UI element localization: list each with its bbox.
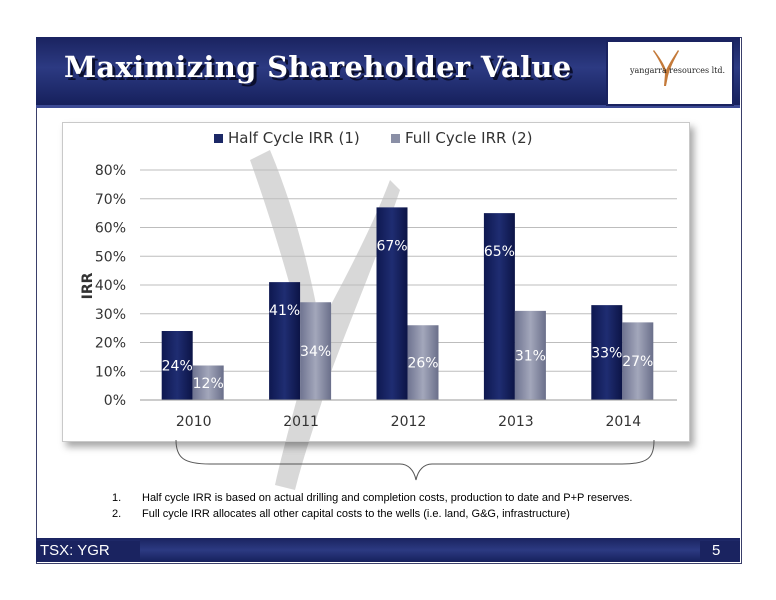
legend-swatch-full-cycle [391,134,400,143]
x-tick-label: 2011 [283,414,319,430]
chart-brace [175,439,655,481]
y-tick-label: 20% [95,336,126,352]
y-tick-label: 70% [95,192,126,208]
full-cycle-data-label: 26% [407,356,438,372]
y-tick-label: 10% [95,364,126,380]
full-cycle-bar [300,302,332,400]
x-tick-label: 2013 [498,414,534,430]
y-tick-label: 40% [95,278,126,294]
y-axis-label: IRR [80,272,96,299]
footnote-text: Full cycle IRR allocates all other capit… [142,508,570,520]
half-cycle-data-label: 41% [269,303,300,319]
slide-title: Maximizing Shareholder Value [64,50,572,84]
half-cycle-bar [161,331,193,400]
footnote-text: Half cycle IRR is based on actual drilli… [142,492,633,504]
half-cycle-data-label: 24% [162,359,193,375]
chart-frame [62,122,690,442]
footnotes: 1. Half cycle IRR is based on actual dril… [112,492,632,524]
ticker-label: TSX: YGR [40,542,110,559]
full-cycle-data-label: 31% [515,348,546,364]
footnote-1: 1. Half cycle IRR is based on actual dril… [112,492,632,504]
logo-y-mark-icon [653,50,679,86]
full-cycle-data-label: 34% [300,344,331,360]
half-cycle-bar [483,213,515,400]
footer-bar [36,538,740,562]
legend-label-full-cycle: Full Cycle IRR (2) [405,129,532,147]
slide-title-shadow: Maximizing Shareholder Value [67,53,575,87]
y-tick-label: 60% [95,221,126,237]
footer-label-panel [36,541,140,562]
footnote-number: 2. [112,508,122,520]
footnote-2: 2. Full cycle IRR allocates all other cap… [112,508,632,520]
full-cycle-data-label: 12% [193,376,224,392]
half-cycle-data-label: 33% [591,346,622,362]
legend-label-half-cycle: Half Cycle IRR (1) [228,129,360,147]
full-cycle-data-label: 27% [622,354,653,370]
footnote-number: 1. [112,492,122,504]
logo-panel [606,40,734,106]
half-cycle-bar [376,207,408,400]
half-cycle-bar [591,305,623,400]
half-cycle-data-label: 67% [376,238,407,254]
x-tick-label: 2014 [605,414,641,430]
half-cycle-data-label: 65% [484,244,515,260]
page-number: 5 [712,542,721,559]
full-cycle-bar [407,325,439,400]
y-tick-label: 50% [95,249,126,265]
half-cycle-bar [269,282,301,400]
full-cycle-bar [192,365,224,400]
y-tick-label: 30% [95,307,126,323]
full-cycle-bar [514,310,546,400]
legend-swatch-half-cycle [214,134,223,143]
x-tick-label: 2012 [391,414,427,430]
x-tick-label: 2010 [176,414,212,430]
page-number-panel [700,541,740,562]
y-tick-label: 0% [104,393,126,409]
full-cycle-bar [622,322,654,400]
company-logo: yangarra resources ltd. [630,66,726,75]
y-tick-label: 80% [95,163,126,179]
